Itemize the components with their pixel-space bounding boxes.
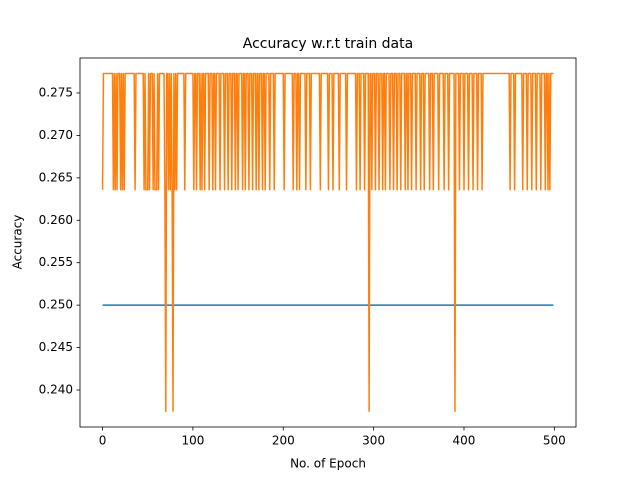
y-tick-label: 0.275 bbox=[39, 85, 73, 99]
data-line bbox=[101, 72, 554, 412]
y-tick-label: 0.255 bbox=[39, 255, 73, 269]
y-tick-label: 0.250 bbox=[39, 298, 73, 312]
x-axis-label: No. of Epoch bbox=[290, 457, 366, 471]
y-tick-label: 0.245 bbox=[39, 340, 73, 354]
y-tick-label: 0.260 bbox=[39, 213, 73, 227]
x-tick-label: 100 bbox=[181, 434, 204, 448]
chart-title: Accuracy w.r.t train data bbox=[243, 36, 413, 52]
x-tick-label: 200 bbox=[272, 434, 295, 448]
x-tick-label: 500 bbox=[543, 434, 566, 448]
y-axis-label: Accuracy bbox=[11, 215, 25, 270]
x-tick-label: 0 bbox=[99, 434, 107, 448]
x-tick-label: 300 bbox=[362, 434, 385, 448]
x-tick-label: 400 bbox=[453, 434, 476, 448]
plot-frame bbox=[79, 57, 577, 428]
y-tick-label: 0.265 bbox=[39, 170, 73, 184]
y-tick-label: 0.240 bbox=[39, 382, 73, 396]
y-tick-label: 0.270 bbox=[39, 128, 73, 142]
